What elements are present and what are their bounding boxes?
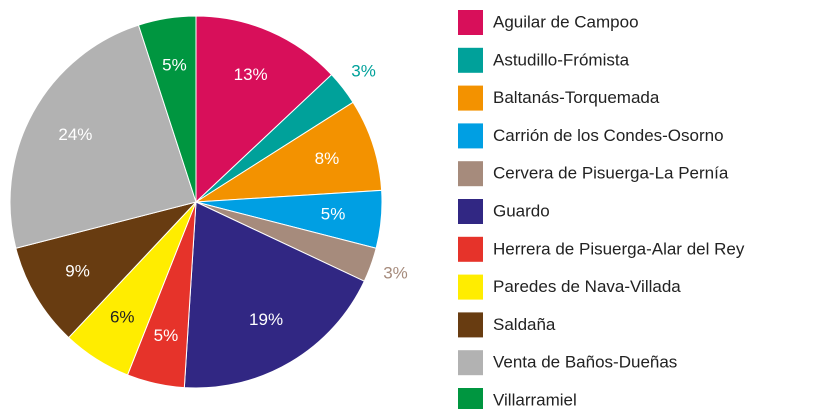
legend-label: Baltanás-Torquemada: [493, 88, 660, 107]
data-label: 3%: [351, 62, 376, 81]
legend-swatch: [458, 388, 483, 409]
pie-slice: [15, 201, 198, 339]
pie-slice: [195, 101, 383, 203]
legend-label: Villarramiel: [493, 390, 577, 409]
pie-slice: [9, 24, 197, 249]
legend-label: Paredes de Nava-Villada: [493, 277, 681, 296]
legend-swatch: [458, 161, 483, 187]
legend-swatch: [458, 199, 483, 224]
data-label: 6%: [110, 308, 135, 327]
legend-label: Saldaña: [493, 315, 556, 334]
legend-label: Venta de Baños-Dueñas: [493, 353, 677, 372]
legend-swatch: [458, 10, 483, 35]
data-label: 24%: [58, 125, 92, 144]
data-label: 5%: [321, 204, 346, 223]
data-label: 19%: [249, 310, 283, 329]
legend-label: Cervera de Pisuerga-La Pernía: [493, 164, 729, 183]
legend-label: Carrión de los Condes-Osorno: [493, 126, 724, 145]
legend-swatch: [458, 85, 483, 111]
legend-swatch: [458, 350, 483, 376]
legend-swatch: [458, 47, 483, 73]
legend-swatch: [458, 123, 483, 149]
legend-label: Guardo: [493, 201, 550, 220]
data-label: 3%: [383, 263, 408, 282]
data-label: 5%: [154, 326, 179, 345]
data-label: 8%: [315, 149, 340, 168]
pie-slice: [183, 201, 365, 389]
data-label: 13%: [234, 65, 268, 84]
pie-slice: [137, 15, 197, 203]
legend-swatch: [458, 236, 483, 262]
legend-label: Astudillo-Frómista: [493, 50, 630, 69]
pie-slice: [195, 15, 333, 204]
legend-label: Herrera de Pisuerga-Alar del Rey: [493, 239, 745, 258]
legend-swatch: [458, 274, 483, 300]
legend-swatch: [458, 312, 483, 338]
legend-label: Aguilar de Campoo: [493, 12, 639, 31]
data-label: 9%: [65, 262, 90, 281]
data-label: 5%: [162, 56, 187, 75]
